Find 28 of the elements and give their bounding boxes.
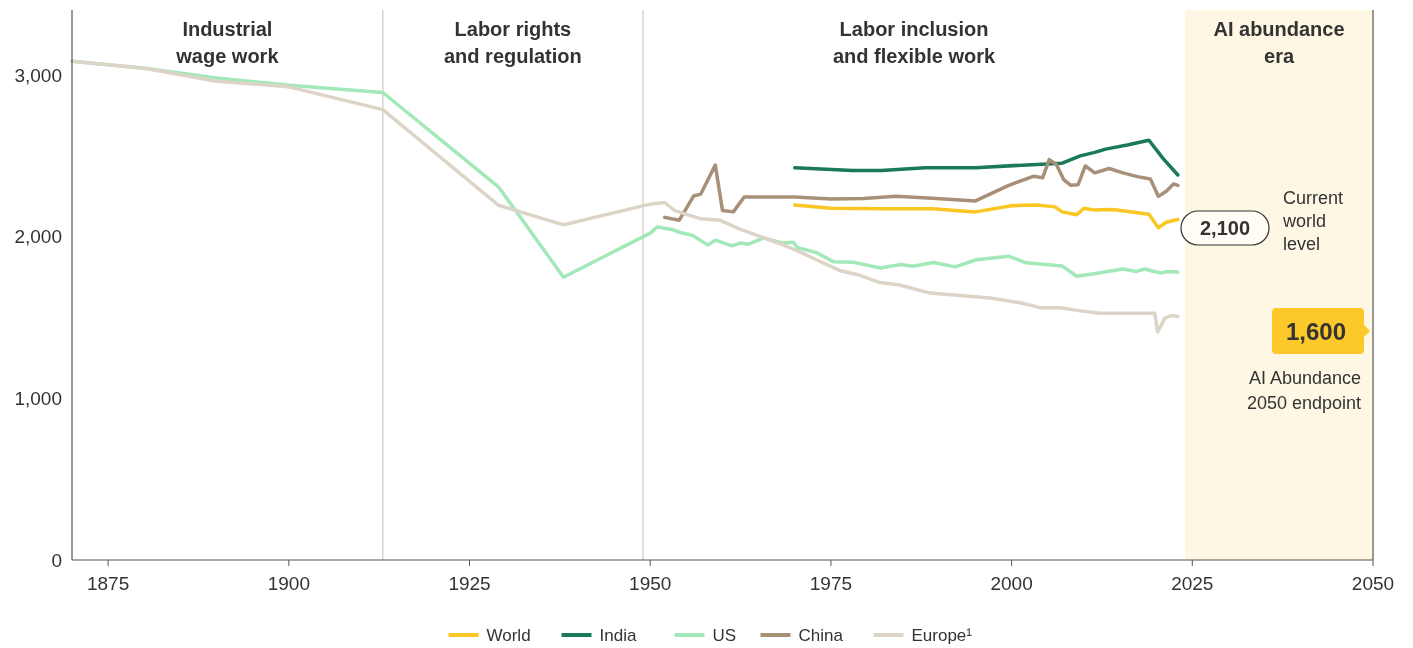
x-tick-label: 2025 <box>1171 573 1214 594</box>
x-tick-label: 2000 <box>990 573 1033 594</box>
y-tick-label: 1,000 <box>14 388 62 410</box>
line-series <box>793 138 1180 177</box>
y-tick-label: 2,000 <box>14 226 62 248</box>
line-series <box>793 203 1180 230</box>
legend-label: India <box>599 626 637 645</box>
x-tick-label: 1925 <box>448 573 491 594</box>
legend-label: China <box>798 626 844 645</box>
legend-label: US <box>712 626 737 645</box>
x-tick-label: 1875 <box>87 573 130 594</box>
y-tick-label: 0 <box>51 550 62 571</box>
annotation: 1,600 <box>1285 318 1347 345</box>
annotation: AI Abundance 2050 endpoint <box>1246 368 1361 413</box>
annotation: Labor rights and regulation <box>444 18 582 67</box>
line-series <box>662 157 1180 223</box>
x-tick-label: 1900 <box>267 573 310 594</box>
y-tick-label: 3,000 <box>14 64 62 86</box>
annotation: 2,100 <box>1199 217 1251 239</box>
x-tick-label: 1950 <box>629 573 672 594</box>
x-tick-label: 1975 <box>809 573 853 594</box>
annotation: Industrial wage work <box>175 18 280 67</box>
annotation: Current world level <box>1282 188 1344 254</box>
legend-label: Europe¹ <box>911 626 973 645</box>
legend-label: World <box>486 626 531 645</box>
annotation: Labor inclusion and flexible work <box>832 18 997 67</box>
band-label: AI abundance era <box>1213 18 1345 67</box>
x-tick-label: 2050 <box>1351 573 1395 594</box>
